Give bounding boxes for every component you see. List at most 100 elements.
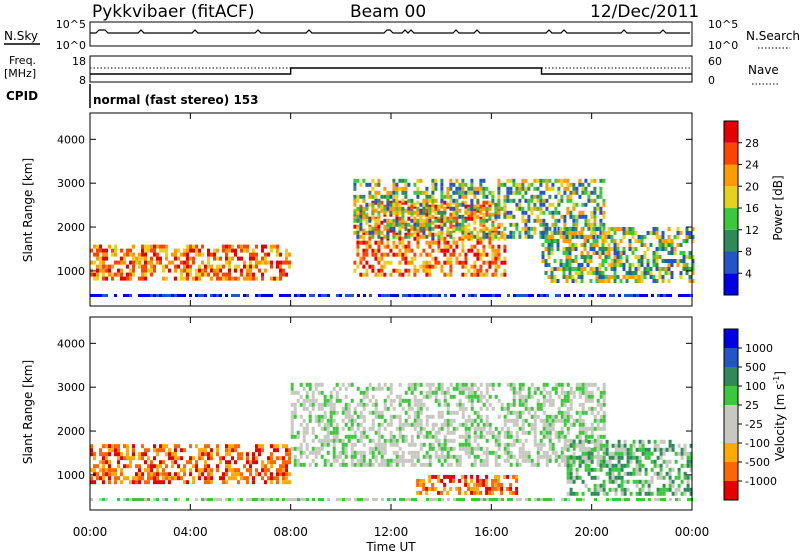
heatmap-cell [443,474,447,479]
heatmap-cell [192,480,195,485]
heatmap-cell [467,228,471,233]
heatmap-cell [491,490,495,495]
heatmap-cell [584,222,588,227]
heatmap-cell [595,227,599,231]
heatmap-cell [652,279,656,283]
heatmap-cell [168,260,171,265]
heatmap-cell [632,439,636,444]
heatmap-cell [279,252,282,257]
heatmap-cell [195,460,198,465]
heatmap-cell [138,260,141,265]
heatmap-cell [563,226,567,231]
heatmap-cell [393,294,396,297]
heatmap-cell [562,251,566,255]
heatmap-cell [533,442,537,447]
heatmap-cell [557,178,561,183]
heatmap-cell [207,452,210,457]
heatmap-cell [422,434,426,439]
heatmap-cell [150,468,153,473]
heatmap-cell [686,479,690,484]
heatmap-cell [560,182,564,187]
heatmap-cell [192,248,195,253]
heatmap-cell [455,244,459,249]
heatmap-cell [290,418,294,423]
heatmap-cell [488,426,492,431]
heatmap-cell [601,239,605,243]
heatmap-cell [219,268,222,273]
heatmap-cell [162,460,165,465]
heatmap-cell [452,252,456,257]
heatmap-cell [476,248,480,253]
heatmap-cell [542,434,546,439]
heatmap-cell [407,248,411,253]
heatmap-cell [380,458,384,463]
heatmap-cell [470,186,474,191]
heatmap-cell [622,275,626,279]
heatmap-cell [416,418,420,423]
heatmap-cell [440,450,444,455]
heatmap-cell [667,235,671,239]
heatmap-cell [458,214,462,219]
heatmap-cell [670,263,674,267]
heatmap-cell [461,434,465,439]
heatmap-cell [228,260,231,265]
heatmap-cell [593,447,597,452]
heatmap-cell [464,210,468,215]
heatmap-cell [598,235,602,239]
heatmap-cell [652,263,656,267]
heatmap-cell [602,202,606,207]
heatmap-cell [659,447,663,452]
heatmap-cell [234,460,237,465]
heatmap-cell [607,275,611,279]
heatmap-cell [380,256,384,261]
heatmap-cell [231,244,234,249]
heatmap-cell [497,252,501,257]
heatmap-cell [453,294,456,297]
heatmap-cell [353,194,357,199]
heatmap-cell [369,294,372,297]
heatmap-cell [503,236,507,241]
heatmap-cell [593,198,597,203]
heatmap-cell [611,475,615,480]
heatmap-cell [126,464,129,469]
heatmap-cell [467,486,471,491]
heatmap-cell [542,226,546,231]
heatmap-cell [425,264,429,269]
heatmap-cell [111,252,114,257]
heatmap-cell [579,498,582,501]
heatmap-cell [545,454,549,459]
heatmap-cell [467,426,471,431]
heatmap-cell [575,418,579,423]
heatmap-cell [584,467,588,472]
heatmap-cell [320,426,324,431]
heatmap-cell [562,235,566,239]
heatmap-cell [437,458,441,463]
heatmap-cell [557,210,561,215]
heatmap-cell [428,240,432,245]
heatmap-cell [339,498,342,501]
heatmap-cell [419,210,423,215]
heatmap-cell [569,438,573,443]
heatmap-cell [541,235,545,239]
heatmap-cell [468,294,471,297]
heatmap-cell [667,243,671,247]
heatmap-cell [290,382,294,387]
heatmap-cell [641,451,645,456]
heatmap-cell [461,264,465,269]
heatmap-cell [601,271,605,275]
heatmap-cell [626,471,630,476]
heatmap-cell [536,402,540,407]
x-tick-label: 12:00 [374,525,409,539]
heatmap-cell [305,454,309,459]
heatmap-cell [273,476,276,481]
heatmap-cell [557,190,561,195]
heatmap-cell [168,456,171,461]
heatmap-cell [614,443,618,448]
heatmap-cell [446,450,450,455]
heatmap-cell [150,472,153,477]
heatmap-cell [488,244,492,249]
heatmap-cell [431,474,435,479]
heatmap-cell [476,446,480,451]
heatmap-cell [602,390,606,395]
heatmap-cell [461,390,465,395]
